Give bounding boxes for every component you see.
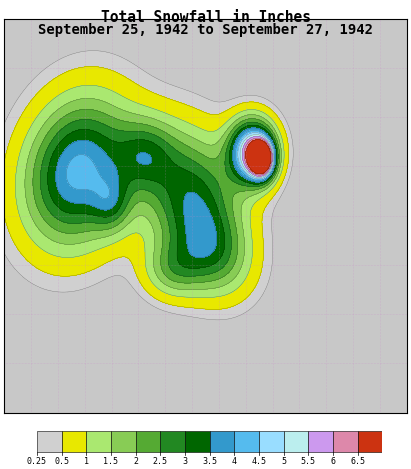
Text: 0.25: 0.25 bbox=[27, 457, 47, 466]
Text: 3: 3 bbox=[182, 457, 187, 466]
Bar bbox=[308, 431, 333, 453]
Bar bbox=[358, 431, 382, 453]
Text: 1.5: 1.5 bbox=[104, 457, 118, 466]
Text: 2: 2 bbox=[133, 457, 138, 466]
Text: 5: 5 bbox=[281, 457, 286, 466]
Bar bbox=[111, 431, 136, 453]
Bar bbox=[160, 431, 185, 453]
Bar bbox=[259, 431, 284, 453]
Text: 5.5: 5.5 bbox=[301, 457, 316, 466]
Bar bbox=[136, 431, 160, 453]
Text: 4: 4 bbox=[232, 457, 237, 466]
Text: 6: 6 bbox=[330, 457, 335, 466]
Text: 1: 1 bbox=[84, 457, 89, 466]
Bar bbox=[210, 431, 234, 453]
Bar bbox=[86, 431, 111, 453]
Text: 2.5: 2.5 bbox=[153, 457, 168, 466]
Text: 3.5: 3.5 bbox=[202, 457, 217, 466]
Bar bbox=[234, 431, 259, 453]
Bar bbox=[284, 431, 308, 453]
Bar bbox=[185, 431, 210, 453]
Bar bbox=[62, 431, 86, 453]
Text: Total Snowfall in Inches: Total Snowfall in Inches bbox=[101, 10, 310, 25]
Bar bbox=[37, 431, 62, 453]
Bar bbox=[333, 431, 358, 453]
Text: 6.5: 6.5 bbox=[350, 457, 365, 466]
Text: 4.5: 4.5 bbox=[252, 457, 266, 466]
Text: September 25, 1942 to September 27, 1942: September 25, 1942 to September 27, 1942 bbox=[38, 23, 373, 37]
Text: 0.5: 0.5 bbox=[54, 457, 69, 466]
